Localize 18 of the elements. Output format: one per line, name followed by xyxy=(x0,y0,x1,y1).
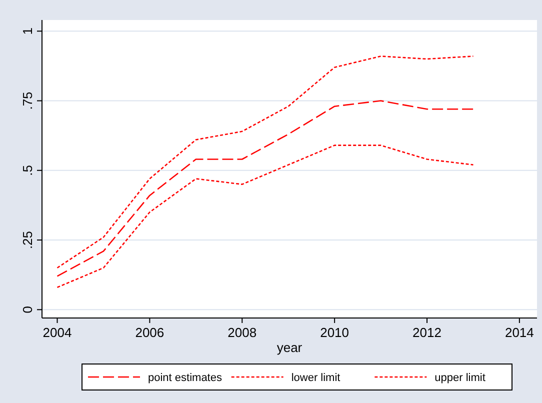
x-tick-label: 2006 xyxy=(135,325,164,340)
y-tick-label: .5 xyxy=(20,164,35,176)
legend-label: point estimates xyxy=(148,372,222,384)
y-tick-label: 0 xyxy=(20,306,35,314)
x-tick-label: 2012 xyxy=(412,325,442,340)
x-tick-label: 2004 xyxy=(42,325,72,340)
legend-label: lower limit xyxy=(291,372,340,384)
legend-label: upper limit xyxy=(434,372,486,384)
x-tick-label: 2008 xyxy=(228,325,257,340)
y-tick-label: .25 xyxy=(20,230,35,250)
y-tick-label: .75 xyxy=(20,92,35,110)
x-tick-label: 2010 xyxy=(320,325,350,340)
x-tick-label: 2014 xyxy=(504,325,534,340)
line-series xyxy=(56,56,474,269)
line-series xyxy=(56,144,474,288)
x-axis-title: year xyxy=(276,340,303,355)
y-tick-label: 1 xyxy=(20,28,35,35)
line-series xyxy=(56,100,474,277)
